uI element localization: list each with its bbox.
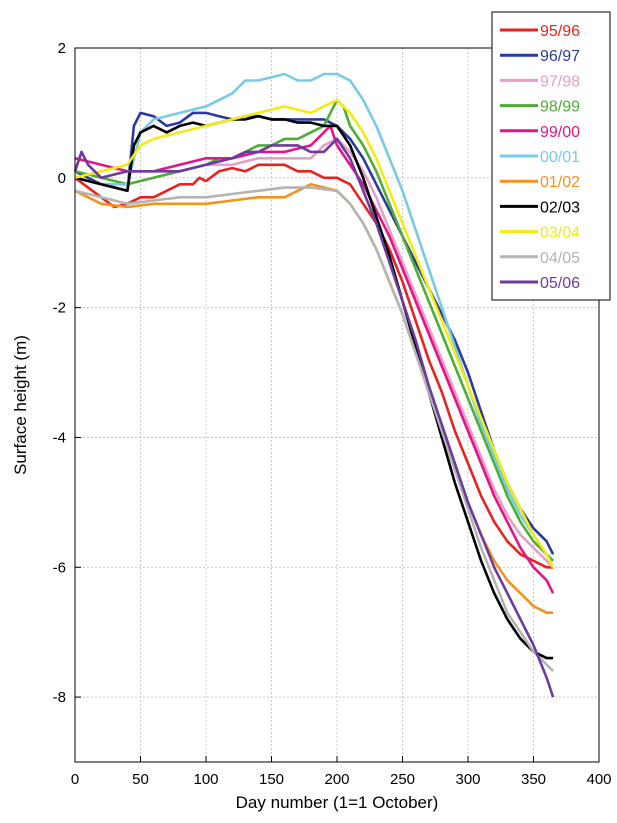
plot-frame bbox=[74, 47, 600, 763]
series-line-04-05 bbox=[74, 186, 555, 673]
series-line-98-99 bbox=[74, 98, 555, 562]
legend-label: 99/00 bbox=[540, 124, 580, 141]
x-tick-label: 100 bbox=[193, 771, 218, 788]
x-tick-label: 0 bbox=[71, 771, 79, 788]
legend-label: 03/04 bbox=[540, 225, 580, 242]
legend-label: 05/06 bbox=[540, 275, 580, 292]
y-tick-label: 0 bbox=[58, 170, 66, 187]
legend-label: 04/05 bbox=[540, 250, 580, 267]
x-tick-label: 350 bbox=[521, 771, 546, 788]
legend-label: 97/98 bbox=[540, 73, 580, 90]
x-axis-label: Day number (1=1 October) bbox=[236, 793, 439, 812]
series-line-03-04 bbox=[74, 98, 555, 568]
x-tick-label: 400 bbox=[586, 771, 611, 788]
series-layer bbox=[73, 72, 555, 698]
y-tick-label: -2 bbox=[53, 300, 66, 317]
y-tick-label: -8 bbox=[53, 689, 66, 706]
series-line-02-03 bbox=[74, 114, 554, 660]
legend-label: 98/99 bbox=[540, 99, 580, 116]
y-tick-label: -4 bbox=[53, 429, 66, 446]
x-tick-label: 150 bbox=[259, 771, 284, 788]
legend: 95/96 96/97 97/98 98/99 99/00 00/01 01/02 02/03… bbox=[491, 11, 611, 301]
series-line-96-97 bbox=[74, 111, 555, 555]
legend-label: 96/97 bbox=[540, 48, 580, 65]
x-tick-label: 250 bbox=[390, 771, 415, 788]
y-tick-label: -6 bbox=[53, 559, 66, 576]
legend-label: 02/03 bbox=[540, 199, 580, 216]
x-tick-label: 300 bbox=[455, 771, 480, 788]
y-axis-label: Surface height (m) bbox=[11, 335, 30, 475]
series-line-05-06 bbox=[73, 137, 555, 698]
legend-label: 00/01 bbox=[540, 149, 580, 166]
y-tick-labels: 2 0 -2 -4 -6 -8 bbox=[53, 40, 66, 706]
legend-label: 95/96 bbox=[540, 23, 580, 40]
series-line-95-96 bbox=[74, 163, 554, 569]
x-tick-label: 50 bbox=[132, 771, 149, 788]
y-tick-label: 2 bbox=[58, 40, 66, 57]
series-line-00-01 bbox=[74, 72, 555, 568]
legend-label: 01/02 bbox=[540, 174, 580, 191]
x-tick-labels: 0 50 100 150 200 250 300 350 400 bbox=[71, 771, 612, 788]
x-tick-label: 200 bbox=[324, 771, 349, 788]
